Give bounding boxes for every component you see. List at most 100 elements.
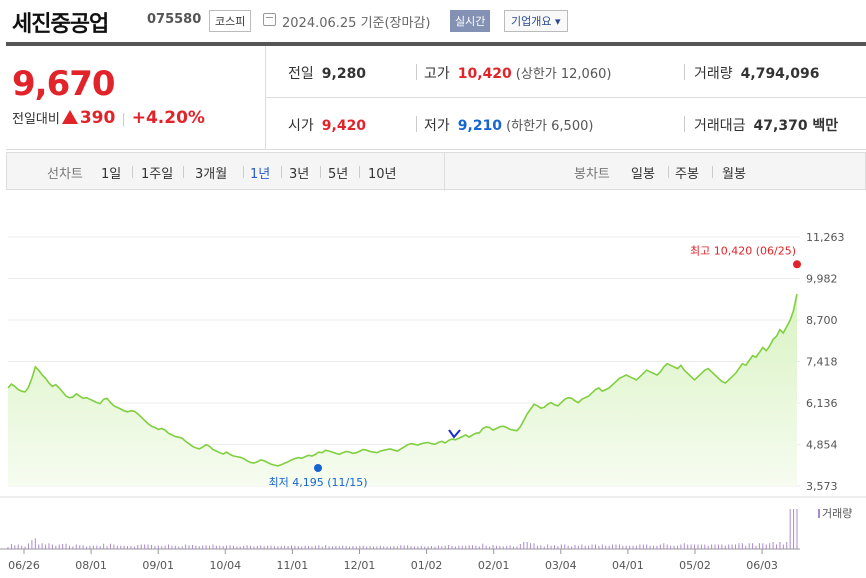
low-cell: 저가 9,210 (하한가 6,500) [424,118,594,134]
volume-bar [523,542,525,549]
volume-bar [290,545,292,549]
volume-bar [782,544,784,549]
volume-bar [519,544,521,549]
volume-bar [338,546,340,549]
volume-bar [666,544,668,549]
volume-bar [171,545,173,549]
volume-bar [99,546,101,549]
volume-bar [116,545,118,549]
volume-label: 거래량 [822,507,852,520]
tab-1y[interactable]: 1년 [250,167,271,182]
volume-bar [154,546,156,549]
volume-bar [612,544,614,549]
x-tick-label: 09/01 [142,559,174,572]
realtime-button[interactable]: 실시간 [450,10,491,32]
volume-bar [396,546,398,549]
current-price: 9,670 [12,64,116,104]
volume-bar [622,545,624,549]
volume-bar [758,543,760,549]
volume-bar [676,545,678,549]
volume-cell: 거래량 4,794,096 [694,66,820,82]
volume-bar [96,545,98,549]
volume-bar [748,543,750,549]
min-marker [314,464,322,472]
volume-bar [526,542,528,549]
calendar-icon [263,13,276,26]
volume-bar [178,546,180,549]
x-tick-label: 06/03 [746,559,778,572]
volume-bar [625,545,627,549]
volume-bar [284,545,286,549]
volume-bar [205,545,207,549]
low-price: 9,210 [457,118,503,134]
volume-bar [564,544,566,549]
volume-bar [222,546,224,549]
volume-bar [263,546,265,549]
volume-bar [239,546,241,549]
x-tick-label: 02/01 [478,559,510,572]
volume-bar [331,546,333,549]
divider [6,42,866,46]
volume-bar [79,545,81,549]
volume-bar [321,546,323,549]
tab-1d[interactable]: 1일 [101,167,122,182]
volume-bar [642,544,644,549]
volume-bar [697,544,699,549]
volume-bar [495,545,497,549]
price-box: 9,670 전일대비 390 | +4.20% [6,46,266,150]
y-tick-label: 9,982 [806,273,838,286]
quote-date: 2024.06.25 기준(장마감) [282,16,431,31]
volume-bar [687,544,689,549]
volume-bar [328,546,330,549]
volume-bar [82,545,84,549]
company-info-dropdown[interactable]: 기업개요 ▾ [504,10,568,32]
volume-bar [123,545,125,549]
volume-bar [670,545,672,549]
x-tick-label: 06/26 [8,559,40,572]
volume-bar [427,546,429,549]
stock-code: 075580 [147,12,202,27]
tab-1w[interactable]: 1주일 [141,167,174,182]
volume-bar [140,544,142,549]
tab-3y[interactable]: 3년 [289,167,310,182]
volume-bar [502,546,504,549]
volume-bar [294,546,296,549]
volume-bar [581,544,583,549]
tab-5y[interactable]: 5년 [328,167,349,182]
volume-bar [27,543,29,549]
volume-bar [605,545,607,549]
tab-10y[interactable]: 10년 [368,167,397,182]
volume-bar [137,545,139,549]
volume-bar [786,542,788,549]
tab-daily[interactable]: 일봉 [631,167,655,182]
volume-bar [407,545,409,549]
change-amount: 390 [79,108,116,128]
cursor-mark [448,429,461,439]
volume-bar [345,546,347,549]
volume-bar [38,544,40,549]
volume-bar [738,543,740,549]
volume-bar [594,544,596,549]
high-cell: 고가 10,420 (상한가 12,060) [424,66,612,82]
change-percent: +4.20% [131,108,205,128]
volume-bar [635,545,637,549]
tab-3m[interactable]: 3개월 [195,167,228,182]
line-chart-label: 선차트 [47,167,83,182]
volume-bar [615,544,617,549]
tab-monthly[interactable]: 월봉 [722,167,746,182]
volume-bar [683,543,685,549]
volume-bar [434,546,436,549]
tab-weekly[interactable]: 주봉 [675,167,699,182]
volume-bar [342,545,344,549]
volume-bar [133,546,135,549]
volume-bar [318,545,320,549]
volume: 4,794,096 [740,66,820,82]
volume-bar [755,545,757,549]
volume-bar [711,544,713,549]
min-annotation: 최저 4,195 (11/15) [268,476,367,489]
volume-bar [250,545,252,549]
volume-bar [547,544,549,549]
volume-bar [390,546,392,549]
volume-bar [280,546,282,549]
